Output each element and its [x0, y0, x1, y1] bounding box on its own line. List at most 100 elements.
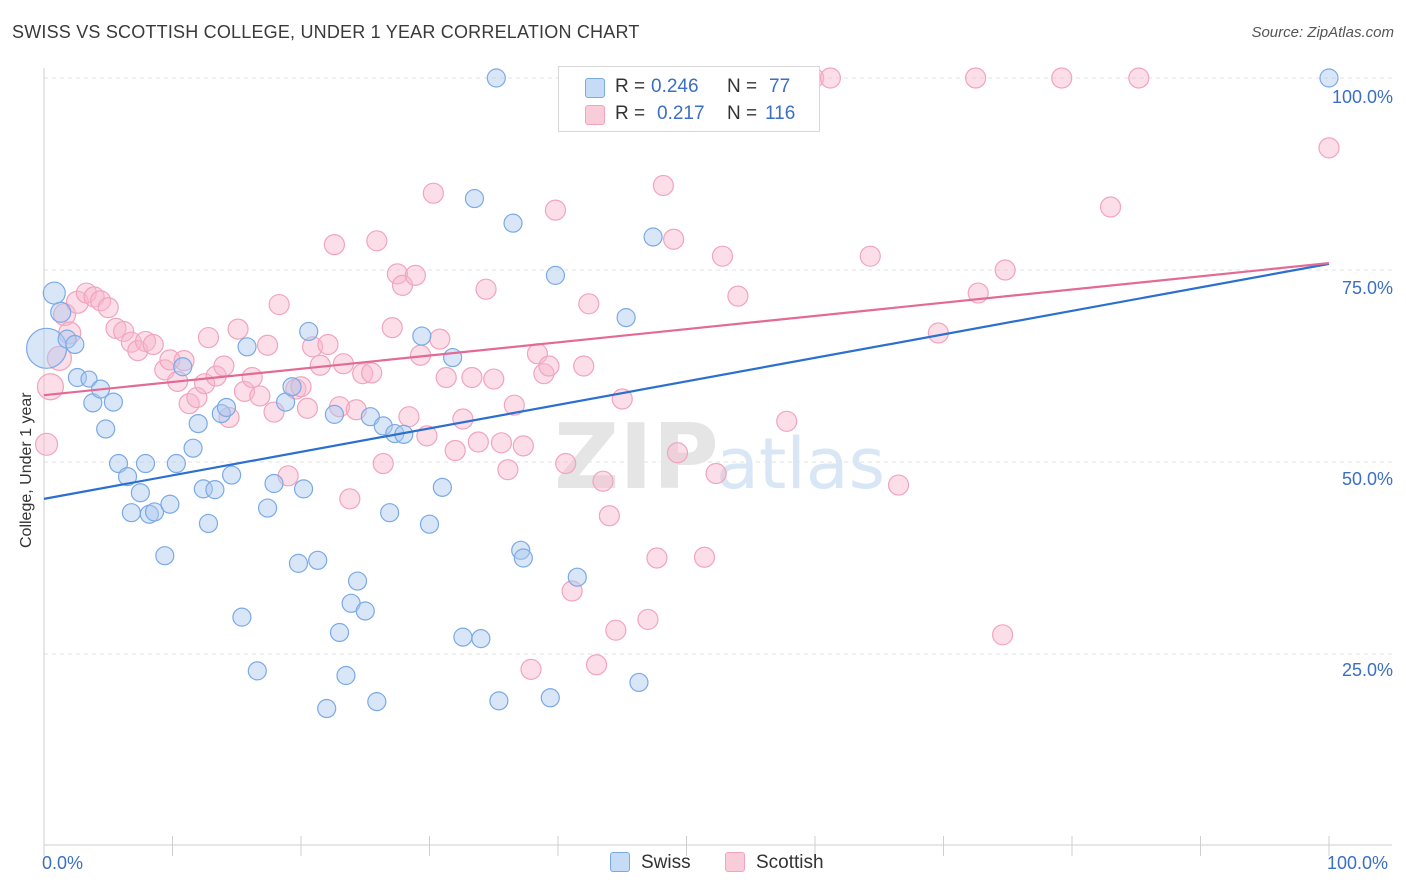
point-scottish — [197, 326, 220, 349]
point-scottish — [36, 373, 65, 401]
point-scottish — [693, 546, 716, 568]
point-scottish — [398, 406, 420, 428]
point-scottish — [605, 619, 627, 641]
point-scottish — [637, 608, 659, 631]
point-scottish — [1099, 196, 1122, 218]
point-scottish — [819, 67, 842, 89]
trendline-scottish — [43, 261, 1330, 397]
point-scottish — [598, 505, 621, 527]
point-scottish — [142, 333, 164, 356]
point-scottish — [555, 452, 577, 475]
point-swiss — [545, 265, 566, 285]
y-tick-label-25: 25.0% — [1341, 660, 1393, 680]
legend-n-value: 116 — [765, 103, 796, 124]
point-scottish — [361, 362, 383, 384]
point-swiss — [380, 503, 400, 523]
points-swiss — [25, 68, 1339, 719]
point-swiss — [373, 416, 393, 436]
point-swiss — [355, 601, 375, 621]
point-swiss — [347, 571, 368, 591]
point-swiss — [117, 466, 138, 487]
axis-layer — [43, 68, 1392, 856]
point-scottish — [705, 462, 727, 485]
legend-r-label: R = — [615, 76, 646, 97]
point-swiss — [282, 377, 302, 397]
legend-r-label: R = — [615, 103, 646, 124]
x-tick-label-0: 0.0% — [42, 853, 84, 873]
point-scottish — [256, 334, 279, 356]
point-swiss — [412, 326, 432, 346]
point-scottish — [173, 350, 195, 372]
point-scottish — [249, 385, 271, 407]
point-swiss — [643, 227, 663, 247]
point-scottish — [452, 408, 474, 430]
point-swiss — [166, 453, 186, 474]
point-scottish — [475, 278, 497, 300]
point-scottish — [461, 366, 483, 389]
point-swiss — [173, 357, 193, 377]
grid-layer — [44, 77, 1392, 655]
point-scottish — [416, 425, 438, 447]
point-scottish — [711, 245, 734, 267]
point-swiss — [486, 68, 506, 88]
point-swiss — [471, 629, 491, 649]
point-scottish — [503, 394, 525, 416]
point-scottish — [663, 228, 685, 250]
point-scottish — [467, 431, 489, 453]
point-scottish — [83, 286, 105, 308]
point-scottish — [301, 336, 324, 358]
point-swiss — [144, 502, 165, 522]
point-swiss — [288, 553, 309, 573]
bottom-legend-label-swiss: Swiss — [641, 852, 691, 873]
point-scottish — [646, 547, 668, 569]
point-scottish — [372, 452, 394, 475]
legend-r-value: 0.217 — [657, 103, 705, 124]
point-swiss — [264, 473, 284, 494]
point-scottish — [520, 658, 542, 680]
point-scottish — [323, 234, 346, 256]
point-swiss — [432, 477, 452, 497]
point-scottish — [296, 397, 319, 419]
point-scottish — [490, 432, 513, 454]
watermark: ZIP atlas — [554, 405, 885, 510]
point-swiss — [308, 550, 328, 570]
point-swiss — [567, 567, 587, 587]
point-scottish — [727, 285, 749, 307]
point-scottish — [213, 355, 235, 377]
point-scottish — [317, 333, 339, 356]
point-swiss — [616, 308, 636, 328]
point-swiss — [324, 404, 345, 424]
point-scottish — [268, 293, 290, 316]
bottom-legend-label-scottish: Scottish — [756, 852, 824, 873]
point-scottish — [386, 263, 408, 285]
point-scottish — [46, 345, 73, 371]
point-swiss — [42, 281, 66, 305]
point-swiss — [50, 301, 72, 323]
point-swiss — [80, 370, 98, 388]
point-swiss — [1319, 68, 1339, 88]
y-tick-label-75: 75.0% — [1341, 278, 1393, 298]
point-swiss — [367, 692, 387, 712]
point-scottish — [435, 366, 457, 389]
trendline-swiss — [43, 262, 1330, 500]
legend-n-label: N = — [727, 76, 758, 97]
point-swiss — [216, 397, 237, 418]
point-scottish — [538, 355, 560, 377]
point-scottish — [227, 318, 249, 340]
y-tick-label-50: 50.0% — [1341, 469, 1393, 489]
point-scottish — [1128, 67, 1150, 89]
point-swiss — [232, 607, 252, 627]
point-scottish — [97, 297, 119, 319]
point-swiss — [205, 480, 225, 500]
point-scottish — [992, 624, 1014, 646]
point-swiss — [317, 698, 337, 719]
point-scottish — [422, 182, 444, 204]
point-swiss — [188, 414, 208, 434]
point-scottish — [1318, 137, 1340, 159]
point-scottish — [573, 355, 595, 377]
point-swiss — [336, 665, 356, 686]
point-scottish — [965, 67, 987, 89]
legend-n-label: N = — [727, 103, 758, 124]
point-swiss — [237, 337, 257, 357]
